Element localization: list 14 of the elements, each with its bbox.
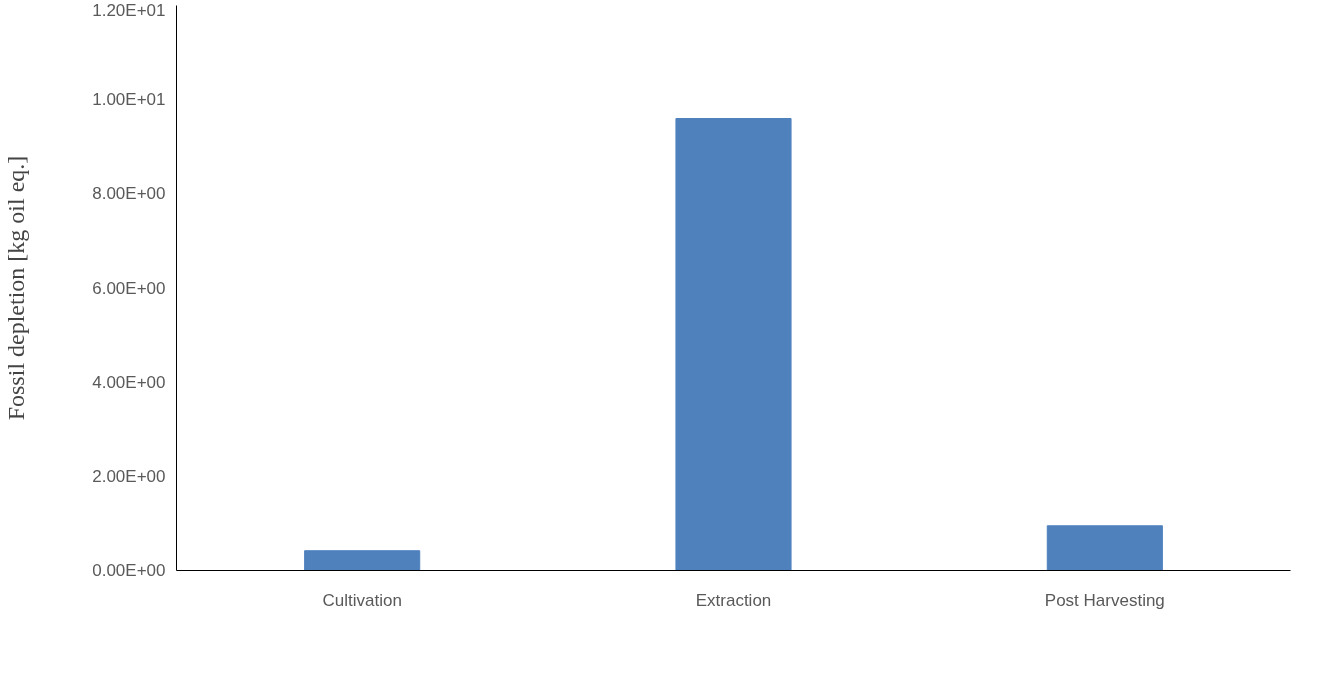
bar	[1046, 525, 1163, 571]
y-axis-title: Fossil depletion [kg oil eq.]	[3, 155, 30, 421]
y-tick-label: 1.00E+01	[92, 90, 166, 110]
x-tick-label: Cultivation	[322, 590, 402, 610]
y-tick-label: 0.00E+00	[92, 561, 166, 580]
y-tick-label: 8.00E+00	[92, 184, 166, 204]
y-tick-label: 1.20E+01	[92, 0, 166, 20]
y-tick-label: 6.00E+00	[92, 278, 166, 298]
x-tick-label: Post Harvesting	[1044, 590, 1165, 610]
x-tick-label: Extraction	[695, 590, 772, 610]
bar	[304, 550, 421, 571]
y-tick-label: 2.00E+00	[92, 466, 166, 486]
bar	[675, 118, 792, 571]
y-tick-label: 4.00E+00	[92, 372, 166, 392]
